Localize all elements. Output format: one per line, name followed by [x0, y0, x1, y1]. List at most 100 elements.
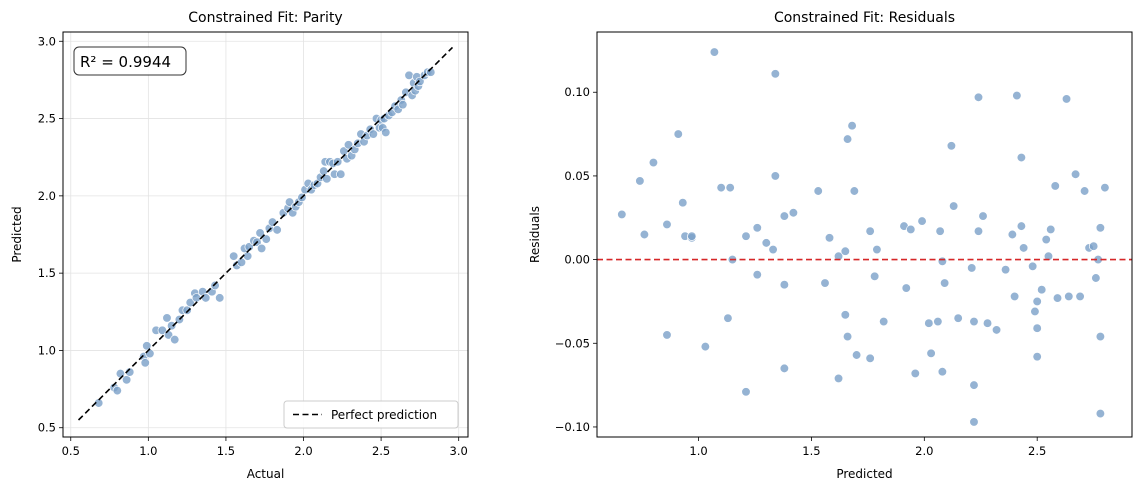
residuals-y-tick-label: 0.05: [564, 169, 590, 183]
residuals-point: [1091, 273, 1101, 283]
parity-point: [284, 197, 295, 207]
residuals-point: [865, 226, 875, 236]
parity-point: [404, 70, 414, 80]
residuals-point: [1095, 223, 1106, 233]
residuals-point: [770, 171, 780, 181]
residuals-point: [1061, 94, 1072, 104]
parity-chart: 0.5 1.0 1.5 2.0 2.5 3.0 0.5 1.0 1.5 2.0 2.5 3.0 Con…: [10, 10, 469, 481]
residuals-point: [741, 231, 751, 241]
parity-title: Constrained Fit: Parity: [188, 10, 342, 26]
residuals-point: [851, 350, 862, 360]
residuals-point: [1037, 285, 1047, 295]
parity-y-tick-label: 3.0: [38, 34, 56, 48]
residuals-point: [872, 244, 882, 255]
residuals-point: [847, 121, 857, 131]
residuals-point: [967, 263, 977, 273]
residuals-point: [865, 353, 875, 363]
r-squared-annotation: R² = 0.9944: [73, 46, 187, 76]
parity-point: [185, 297, 195, 308]
residuals-point: [1028, 261, 1038, 271]
parity-point: [255, 228, 265, 238]
residuals-point: [1052, 293, 1063, 303]
residuals-point: [662, 330, 672, 340]
residuals-point: [662, 219, 672, 230]
residuals-point: [910, 368, 920, 379]
parity-point: [322, 174, 332, 184]
parity-x-tick-label: 1.0: [139, 444, 157, 458]
residuals-point: [978, 211, 988, 221]
residuals-point: [1030, 306, 1040, 317]
residuals-point: [617, 209, 627, 220]
residuals-point: [953, 313, 963, 323]
residuals-point: [870, 271, 880, 281]
residuals-point: [1079, 186, 1090, 196]
residuals-point: [982, 318, 993, 328]
residuals-point: [969, 380, 979, 390]
residuals-point: [969, 316, 979, 327]
r-squared-text: R² = 0.9944: [80, 53, 171, 71]
residuals-point: [840, 246, 850, 256]
residuals-point: [687, 231, 697, 241]
parity-point: [182, 305, 192, 315]
parity-x-tick-label: 0.5: [62, 444, 80, 458]
residuals-point: [935, 226, 945, 236]
residuals-point: [1046, 224, 1056, 235]
residuals-x-tick-label: 2.0: [915, 444, 933, 458]
residuals-point: [906, 224, 916, 235]
parity-point: [145, 348, 155, 359]
residuals-point: [824, 233, 835, 243]
parity-point: [398, 100, 408, 110]
parity-legend: Perfect prediction: [283, 400, 459, 429]
residuals-x-label: Predicted: [836, 467, 892, 481]
residuals-point: [779, 280, 790, 290]
residuals-point: [973, 226, 984, 236]
parity-point: [267, 217, 278, 227]
residuals-point: [770, 69, 780, 79]
residuals-point: [926, 348, 936, 358]
parity-point: [121, 375, 132, 385]
residuals-point: [939, 278, 950, 288]
parity-y-tick-label: 1.0: [38, 343, 56, 357]
residuals-point: [946, 141, 957, 151]
residuals-point: [949, 201, 959, 211]
residuals-point: [937, 367, 948, 377]
residuals-point: [1032, 352, 1042, 362]
residuals-point: [1043, 251, 1054, 261]
residuals-point: [1012, 90, 1022, 101]
residuals-point: [1050, 181, 1060, 191]
residuals-point: [1075, 291, 1085, 302]
parity-y-label: Predicted: [10, 206, 24, 262]
residuals-y-tick-label: −0.10: [555, 420, 590, 434]
parity-y-tick-label: 2.0: [38, 189, 56, 203]
parity-y-tick-label: 2.5: [38, 112, 56, 126]
residuals-point: [991, 325, 1002, 335]
residuals-x-tick-label: 1.0: [689, 444, 707, 458]
residuals-point: [813, 186, 823, 196]
residuals-point: [1095, 331, 1106, 342]
parity-x-label: Actual: [247, 467, 285, 481]
parity-plot-area: [62, 31, 469, 438]
residuals-point: [1070, 169, 1081, 179]
residuals-point: [752, 223, 762, 233]
residuals-point: [820, 278, 830, 288]
parity-point: [229, 251, 239, 261]
residuals-point: [725, 182, 735, 193]
parity-point: [162, 313, 172, 323]
residuals-title: Constrained Fit: Residuals: [774, 10, 955, 26]
residuals-point: [673, 129, 683, 139]
parity-x-tick-label: 2.5: [372, 444, 390, 458]
parity-point: [343, 140, 354, 150]
parity-point: [94, 398, 104, 408]
residuals-point: [1064, 291, 1074, 302]
parity-point: [272, 225, 282, 235]
residuals-point: [678, 198, 688, 208]
residuals-y-tick-label: 0.00: [564, 253, 590, 267]
residuals-point: [1016, 221, 1027, 231]
residuals-point: [723, 313, 733, 323]
residuals-x-tick-label: 2.5: [1028, 444, 1046, 458]
parity-x-tick-label: 3.0: [450, 444, 468, 458]
legend-perfect-prediction: Perfect prediction: [331, 408, 437, 422]
residuals-point: [779, 211, 790, 221]
residuals-point: [849, 186, 859, 196]
